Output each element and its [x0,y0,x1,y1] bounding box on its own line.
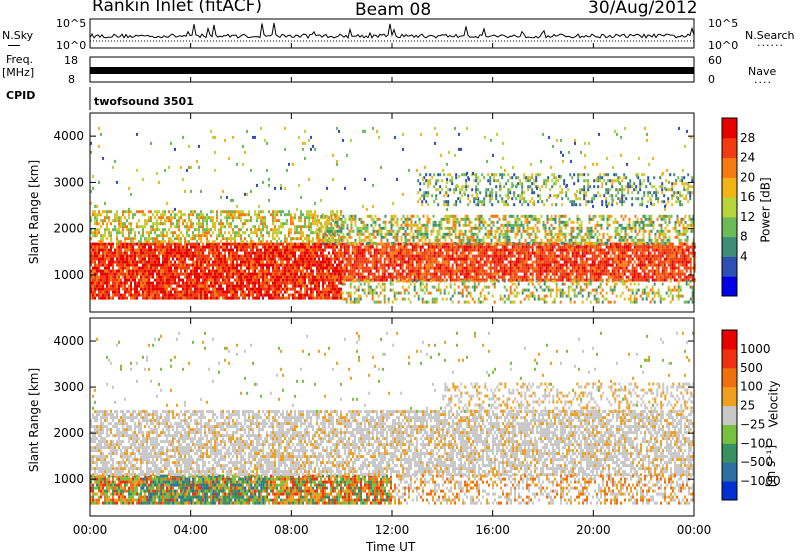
power-colorbar-seg-0 [722,276,737,297]
xtick-label-5: 20:00 [576,523,611,537]
velocity-ytick-label-1: 3000 [53,380,84,394]
noise-left-tick-top: 10^5 [56,17,87,30]
power-echo-band-1 [90,210,342,244]
power-colorbar-seg-8 [722,118,737,139]
power-ytick-label-2: 2000 [53,222,84,236]
freq-right-tick-top: 60 [708,54,722,67]
velocity-colorbar-label: Velocity [766,380,781,428]
noise-right-tick-bottom: 10^0 [708,39,739,52]
velocity-colorbar-seg-0 [722,481,737,501]
time-xlabel: Time UT [366,540,416,554]
velocity-echo-band-3 [392,474,694,505]
velocity-echo-band-5 [92,331,694,413]
velocity-echo-band-2 [90,410,694,477]
power-echo-band-4 [417,173,694,207]
nave-legend-dots: ···· [754,76,772,89]
power-ytick-label-1: 3000 [53,175,84,189]
velocity-colorbar-tick-4: −25 [740,417,765,431]
freq-right-tick-bottom: 0 [708,73,715,86]
velocity-colorbar-seg-1 [722,462,737,482]
velocity-colorbar-seg-5 [722,386,737,407]
power-colorbar-seg-5 [722,177,737,198]
power-echo-band-2 [341,242,696,282]
power-colorbar-label: Power [dB] [758,177,773,243]
noise-search-legend-dots: ······ [757,39,784,52]
xtick-label-6: 00:00 [677,523,712,537]
velocity-ytick-label-0: 4000 [53,334,84,348]
power-echo-band-6 [90,126,692,211]
power-echo-band-0 [90,242,342,300]
velocity-colorbar-tick-2: 100 [740,380,763,394]
power-ytick-label-3: 1000 [53,268,84,282]
cpid-value: twofsound 3501 [94,95,194,108]
station-title: Rankin Inlet (fitACF) [92,0,263,16]
cpid-label: CPID [6,89,36,102]
velocity-echo-band-4 [442,382,695,413]
velocity-ylabel: Slant Range [km] [27,367,42,473]
date-title: 30/Aug/2012 [588,0,698,18]
power-colorbar-seg-6 [722,157,737,178]
freq-label: Freq. [6,53,34,66]
power-colorbar-tick-1: 24 [740,151,755,165]
noise-search-label: N.Search [745,29,795,42]
freq-left-tick-top: 18 [64,54,78,67]
velocity-colorbar-seg-6 [722,367,737,388]
power-colorbar-tick-2: 20 [740,170,755,184]
velocity-colorbar-unit: [m s⁻¹] [764,444,779,488]
noise-sky-label: N.Sky [2,29,34,42]
power-colorbar-seg-3 [722,216,737,238]
velocity-colorbar-seg-8 [722,330,737,350]
power-colorbar-seg-4 [722,197,737,218]
power-colorbar-seg-2 [722,236,737,257]
power-echo-band-3 [316,214,695,245]
power-colorbar-tick-0: 28 [740,131,755,145]
velocity-colorbar-tick-5: −100 [740,436,773,450]
freq-left-tick-bottom: 8 [68,73,75,86]
velocity-ytick-label-2: 2000 [53,426,84,440]
velocity-colorbar-seg-7 [722,348,737,369]
xtick-label-1: 04:00 [173,523,208,537]
velocity-colorbar-seg-4 [722,405,737,425]
velocity-colorbar-frame [721,329,738,501]
xtick-label-4: 16:00 [475,523,510,537]
beam-title: Beam 08 [355,0,432,20]
power-echo-band-5 [341,279,696,304]
power-colorbar-tick-4: 12 [740,210,755,224]
velocity-colorbar-tick-0: 1000 [740,342,771,356]
velocity-colorbar-seg-3 [722,424,737,444]
power-colorbar-frame [721,117,738,297]
xtick-label-0: 00:00 [73,523,108,537]
velocity-colorbar-tick-7: −1000 [740,474,781,488]
xtick-label-3: 12:00 [375,523,410,537]
freq-unit-label: [MHz] [2,66,35,79]
velocity-colorbar-tick-3: 25 [740,399,755,413]
velocity-colorbar-seg-2 [722,443,737,463]
noise-left-tick-bottom: 10^0 [56,39,87,52]
noise-sky-trace [89,22,695,40]
power-colorbar-tick-3: 16 [740,190,755,204]
power-colorbar-tick-5: 8 [740,230,748,244]
freq-trace-band [90,67,694,74]
power-colorbar-seg-1 [722,256,737,277]
velocity-colorbar-tick-1: 500 [740,361,763,375]
xtick-label-2: 08:00 [274,523,309,537]
power-ytick-label-0: 4000 [53,129,84,143]
noise-right-tick-top: 10^5 [708,17,739,30]
nave-label: Nave [748,65,777,78]
power-colorbar-tick-6: 4 [740,249,748,263]
noise-sky-legend-line [8,45,20,46]
velocity-ytick-label-3: 1000 [53,472,84,486]
power-ylabel: Slant Range [km] [27,159,42,265]
power-colorbar-seg-7 [722,137,737,159]
velocity-colorbar-tick-6: −500 [740,455,773,469]
